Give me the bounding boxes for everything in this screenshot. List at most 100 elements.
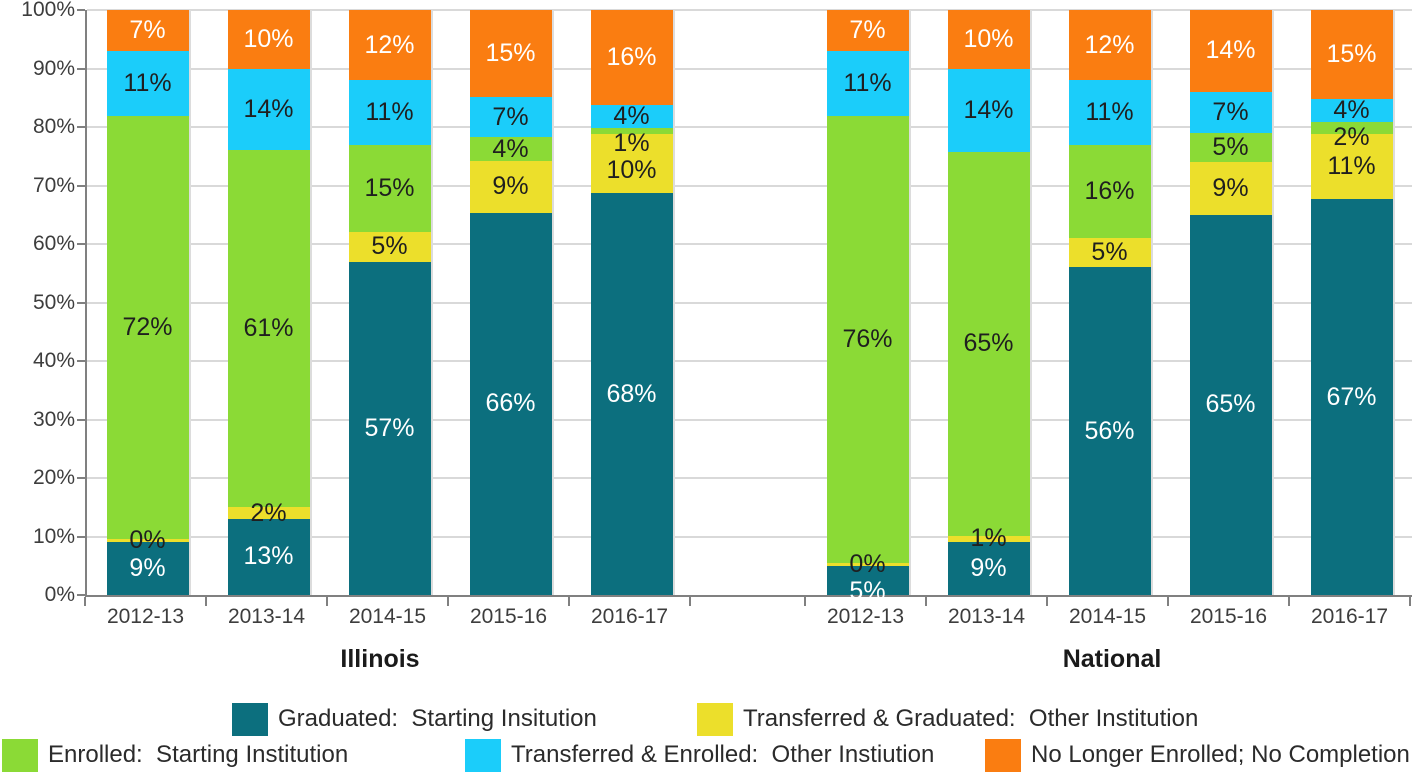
group-label-national: National (1062, 645, 1162, 673)
y-axis-tick (77, 126, 85, 128)
data-label: 5% (1212, 132, 1249, 161)
segment-1 (826, 562, 909, 566)
segment-3 (106, 51, 189, 116)
x-axis-tick (447, 597, 449, 606)
segment-2 (348, 144, 431, 233)
bar-illinois-2016-17: 16% 4% 1% 10% 68% (590, 10, 673, 595)
y-axis-label: 60% (32, 232, 75, 255)
y-axis-tick (77, 184, 85, 187)
legend-item: Transferred & Graduated: Other Instituti… (697, 702, 1198, 736)
gridline (87, 477, 1412, 479)
data-label: 14% (243, 94, 294, 123)
data-label: 72% (122, 313, 173, 342)
data-label: 7% (849, 16, 886, 45)
segment-3 (1068, 80, 1151, 145)
legend-label: Graduated: Starting Insitution (278, 705, 597, 732)
x-axis-tick (326, 597, 328, 606)
y-axis-label: 20% (32, 466, 75, 489)
legend-swatch (232, 702, 268, 736)
data-label: 1% (970, 524, 1007, 553)
data-label: 0% (849, 549, 886, 578)
data-label: 2% (250, 498, 287, 527)
gridline (87, 126, 1412, 128)
segment-1 (590, 134, 673, 194)
x-axis-label: 2016-17 (1310, 605, 1389, 628)
segment-3 (1310, 98, 1393, 123)
data-label: 5% (371, 232, 408, 261)
data-label: 11% (365, 97, 414, 126)
plot-area: 7% 11% 72% 0% 9% 10% 14% 61% 2% 13% 12% 11% 15% 5% 57%… (85, 9, 1412, 604)
y-axis-tick (77, 418, 85, 421)
data-label: 57% (364, 413, 415, 442)
segment-1 (947, 535, 1030, 542)
gridline (87, 243, 1412, 245)
data-label: 76% (842, 324, 893, 353)
y-axis-label: 90% (32, 56, 75, 80)
segment-0 (947, 541, 1030, 595)
x-axis-tick (804, 597, 806, 606)
segment-2 (1189, 132, 1272, 163)
segment-2 (826, 115, 909, 563)
legend-swatch (2, 738, 38, 772)
data-label: 15% (364, 173, 415, 202)
segment-3 (826, 51, 909, 116)
segment-1 (1189, 162, 1272, 215)
bar-national-2013-14: 10% 14% 65% 1% 9% (947, 10, 1030, 595)
data-label: 9% (129, 554, 166, 583)
segment-0 (227, 518, 310, 595)
data-label: 1% (613, 128, 650, 157)
bar-national-2016-17: 15% 4% 2% 11% 67% (1310, 10, 1393, 595)
data-label: 9% (492, 172, 529, 201)
x-axis-tick (1288, 597, 1290, 606)
segment-3 (947, 69, 1030, 152)
segment-1 (1310, 134, 1393, 200)
data-label: 13% (243, 542, 294, 571)
x-axis-tick (568, 597, 570, 606)
legend-item: No Longer Enrolled; No Completion (985, 738, 1410, 772)
segment-1 (469, 160, 552, 213)
x-axis-tick (84, 597, 86, 606)
segment-0 (106, 542, 189, 595)
x-axis-label: 2014-15 (348, 605, 427, 628)
legend-swatch (985, 738, 1021, 772)
data-label: 14% (1205, 36, 1256, 65)
segment-3 (1189, 91, 1272, 133)
segment-3 (348, 80, 431, 145)
segment-4 (106, 10, 189, 52)
data-label: 12% (364, 30, 415, 59)
bar-edge-line (551, 10, 554, 595)
gridline (87, 9, 1412, 11)
y-axis-label: 70% (32, 173, 75, 197)
data-label: 5% (1091, 238, 1128, 267)
data-label: 15% (1326, 39, 1377, 68)
data-label: 68% (606, 379, 657, 408)
data-label: 11% (1327, 152, 1376, 181)
x-axis-label: 2015-16 (1189, 605, 1268, 628)
segment-1 (348, 232, 431, 262)
segment-4 (947, 10, 1030, 70)
bar-edge-line (188, 10, 191, 595)
legend-item: Enrolled: Starting Institution (2, 738, 348, 772)
x-axis-tick (1409, 597, 1411, 606)
data-label: 15% (485, 38, 536, 67)
y-axis-label: 10% (32, 524, 75, 548)
segment-4 (469, 10, 552, 97)
bar-edge-line (672, 10, 675, 595)
bar-edge-line (1392, 10, 1395, 595)
y-axis-tick (77, 594, 85, 596)
x-axis-tick (925, 597, 927, 606)
bar-edge-line (430, 10, 433, 595)
y-axis-label: 100% (21, 0, 75, 21)
legend-swatch (697, 702, 733, 736)
segment-4 (590, 10, 673, 105)
segment-0 (590, 193, 673, 595)
segment-4 (348, 10, 431, 81)
gridline (87, 535, 1412, 538)
segment-0 (826, 565, 909, 595)
data-label: 7% (129, 16, 166, 45)
y-axis-label: 80% (32, 115, 75, 138)
data-label: 10% (963, 25, 1014, 54)
data-label: 67% (1326, 382, 1377, 411)
y-axis-tick (77, 477, 85, 479)
x-axis-label: 2015-16 (469, 605, 548, 628)
